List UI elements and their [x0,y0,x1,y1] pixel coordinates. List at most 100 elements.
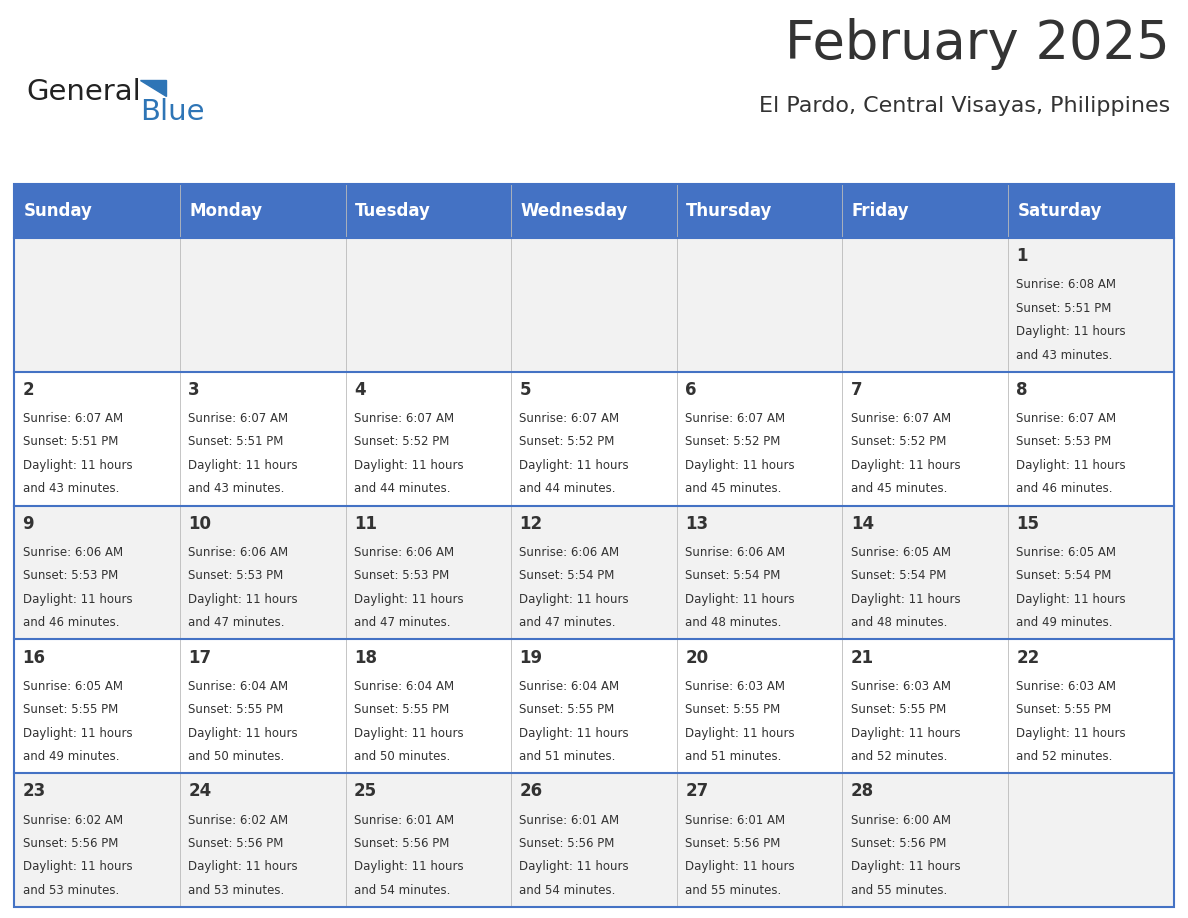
Text: Wednesday: Wednesday [520,202,628,219]
Text: Sunset: 5:54 PM: Sunset: 5:54 PM [1017,569,1112,582]
Text: and 51 minutes.: and 51 minutes. [685,750,782,763]
Text: and 44 minutes.: and 44 minutes. [519,482,617,496]
Text: Sunset: 5:51 PM: Sunset: 5:51 PM [23,435,118,449]
Text: 7: 7 [851,381,862,398]
Text: Sunday: Sunday [24,202,93,219]
Text: and 47 minutes.: and 47 minutes. [354,616,450,629]
Text: and 53 minutes.: and 53 minutes. [188,884,284,897]
Text: Sunset: 5:55 PM: Sunset: 5:55 PM [519,703,614,716]
Text: and 55 minutes.: and 55 minutes. [851,884,947,897]
Text: and 48 minutes.: and 48 minutes. [851,616,947,629]
FancyBboxPatch shape [14,372,1174,506]
Text: 9: 9 [23,515,34,532]
Text: 19: 19 [519,648,543,666]
Text: Sunrise: 6:01 AM: Sunrise: 6:01 AM [354,813,454,826]
Text: Monday: Monday [189,202,263,219]
Text: Daylight: 11 hours: Daylight: 11 hours [188,726,298,740]
Text: Sunset: 5:56 PM: Sunset: 5:56 PM [519,837,615,850]
Text: Sunset: 5:56 PM: Sunset: 5:56 PM [851,837,946,850]
Text: 16: 16 [23,648,45,666]
Text: Daylight: 11 hours: Daylight: 11 hours [188,860,298,873]
Text: Friday: Friday [852,202,910,219]
Text: Sunrise: 6:07 AM: Sunrise: 6:07 AM [23,412,122,425]
FancyBboxPatch shape [14,506,1174,639]
Text: Daylight: 11 hours: Daylight: 11 hours [354,593,463,606]
Text: Sunrise: 6:07 AM: Sunrise: 6:07 AM [354,412,454,425]
Text: Daylight: 11 hours: Daylight: 11 hours [23,860,132,873]
Text: Tuesday: Tuesday [355,202,431,219]
Text: 11: 11 [354,515,377,532]
Text: Daylight: 11 hours: Daylight: 11 hours [23,593,132,606]
Text: and 46 minutes.: and 46 minutes. [23,616,119,629]
Text: 1: 1 [1017,247,1028,265]
Text: 6: 6 [685,381,696,398]
Text: Sunrise: 6:06 AM: Sunrise: 6:06 AM [354,546,454,559]
Text: and 49 minutes.: and 49 minutes. [1017,616,1113,629]
Text: and 47 minutes.: and 47 minutes. [188,616,285,629]
Text: 3: 3 [188,381,200,398]
Text: Sunset: 5:55 PM: Sunset: 5:55 PM [354,703,449,716]
Text: Daylight: 11 hours: Daylight: 11 hours [851,593,960,606]
Text: Sunset: 5:55 PM: Sunset: 5:55 PM [23,703,118,716]
Text: Sunrise: 6:04 AM: Sunrise: 6:04 AM [188,679,289,693]
Text: and 48 minutes.: and 48 minutes. [685,616,782,629]
Text: 24: 24 [188,782,211,800]
Text: and 54 minutes.: and 54 minutes. [519,884,615,897]
Text: and 52 minutes.: and 52 minutes. [1017,750,1113,763]
Text: Sunrise: 6:02 AM: Sunrise: 6:02 AM [23,813,122,826]
Text: Sunrise: 6:01 AM: Sunrise: 6:01 AM [519,813,620,826]
Text: 15: 15 [1017,515,1040,532]
Text: Daylight: 11 hours: Daylight: 11 hours [519,860,630,873]
Text: and 45 minutes.: and 45 minutes. [685,482,782,496]
Text: Sunrise: 6:04 AM: Sunrise: 6:04 AM [519,679,620,693]
Text: Sunset: 5:52 PM: Sunset: 5:52 PM [851,435,946,449]
FancyBboxPatch shape [14,639,1174,773]
Text: Sunset: 5:52 PM: Sunset: 5:52 PM [354,435,449,449]
Text: Sunset: 5:56 PM: Sunset: 5:56 PM [354,837,449,850]
Text: 4: 4 [354,381,366,398]
Text: Sunrise: 6:03 AM: Sunrise: 6:03 AM [1017,679,1117,693]
Text: Sunset: 5:53 PM: Sunset: 5:53 PM [23,569,118,582]
Text: Sunrise: 6:07 AM: Sunrise: 6:07 AM [1017,412,1117,425]
Text: 22: 22 [1017,648,1040,666]
Text: Sunset: 5:56 PM: Sunset: 5:56 PM [685,837,781,850]
Text: Sunrise: 6:06 AM: Sunrise: 6:06 AM [188,546,289,559]
Text: and 49 minutes.: and 49 minutes. [23,750,119,763]
FancyBboxPatch shape [14,184,1174,238]
Text: 10: 10 [188,515,211,532]
Text: and 46 minutes.: and 46 minutes. [1017,482,1113,496]
Text: and 55 minutes.: and 55 minutes. [685,884,782,897]
Text: General: General [26,78,141,106]
Text: Sunset: 5:52 PM: Sunset: 5:52 PM [685,435,781,449]
Text: Sunset: 5:55 PM: Sunset: 5:55 PM [1017,703,1112,716]
Text: and 53 minutes.: and 53 minutes. [23,884,119,897]
Text: 8: 8 [1017,381,1028,398]
Polygon shape [140,80,166,96]
Text: Daylight: 11 hours: Daylight: 11 hours [188,459,298,472]
Text: Sunrise: 6:02 AM: Sunrise: 6:02 AM [188,813,289,826]
Text: Sunrise: 6:00 AM: Sunrise: 6:00 AM [851,813,950,826]
Text: Daylight: 11 hours: Daylight: 11 hours [685,860,795,873]
Text: Sunset: 5:56 PM: Sunset: 5:56 PM [23,837,118,850]
Text: Daylight: 11 hours: Daylight: 11 hours [354,459,463,472]
FancyBboxPatch shape [14,773,1174,907]
Text: Sunrise: 6:03 AM: Sunrise: 6:03 AM [685,679,785,693]
Text: Sunset: 5:51 PM: Sunset: 5:51 PM [1017,302,1112,315]
Text: and 44 minutes.: and 44 minutes. [354,482,450,496]
Text: Daylight: 11 hours: Daylight: 11 hours [1017,325,1126,338]
Text: 28: 28 [851,782,874,800]
Text: 20: 20 [685,648,708,666]
Text: Saturday: Saturday [1018,202,1102,219]
FancyBboxPatch shape [14,238,1174,372]
Text: 23: 23 [23,782,46,800]
Text: Sunrise: 6:04 AM: Sunrise: 6:04 AM [354,679,454,693]
Text: Daylight: 11 hours: Daylight: 11 hours [354,860,463,873]
Text: Daylight: 11 hours: Daylight: 11 hours [519,726,630,740]
Text: and 50 minutes.: and 50 minutes. [354,750,450,763]
Text: Sunset: 5:52 PM: Sunset: 5:52 PM [519,435,615,449]
Text: and 47 minutes.: and 47 minutes. [519,616,617,629]
Text: February 2025: February 2025 [785,18,1170,71]
Text: Sunset: 5:53 PM: Sunset: 5:53 PM [1017,435,1112,449]
Text: Daylight: 11 hours: Daylight: 11 hours [1017,726,1126,740]
Text: and 45 minutes.: and 45 minutes. [851,482,947,496]
